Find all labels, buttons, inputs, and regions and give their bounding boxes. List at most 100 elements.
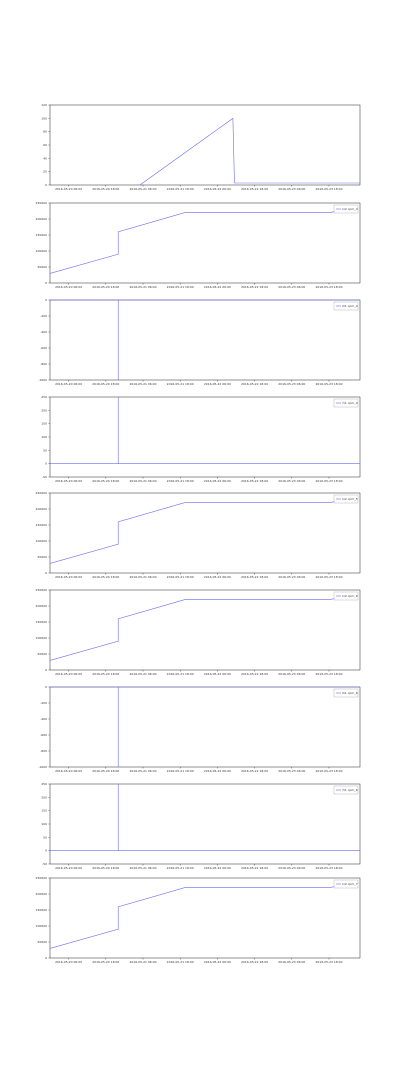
y-tick-label: 100000 [36, 636, 48, 640]
x-tick-label: 2016-05-20 18:00 [92, 575, 119, 579]
subplot: -1000 -800 -600 -400 -200 0 2016-05-20 06:00 20… [38, 685, 361, 773]
y-tick-label: 0 [45, 685, 47, 689]
x-tick-label: 2016-05-23 18:00 [315, 479, 342, 483]
y-tick-label: 0 [45, 668, 47, 672]
x-tick-label: 2016-05-21 06:00 [129, 960, 156, 964]
legend-box [333, 785, 359, 795]
x-tick-label: 2016-05-23 06:00 [278, 575, 305, 579]
y-tick-label: -800 [40, 749, 47, 753]
x-tick-label: 2016-05-20 18:00 [92, 769, 119, 773]
y-tick-label: 100000 [36, 539, 48, 543]
y-tick-label: 50 [43, 835, 47, 839]
x-tick-label: 2016-05-23 06:00 [278, 866, 305, 870]
line-series [50, 397, 360, 464]
x-tick-label: 2016-05-20 18:00 [92, 866, 119, 870]
plot-frame [49, 299, 361, 381]
legend: 1/2 cpm_6 [333, 591, 359, 601]
legend-label: 1/2 cpm_7 [342, 882, 358, 886]
x-tick-label: 2016-05-23 06:00 [278, 479, 305, 483]
x-tick-label: 2016-05-20 06:00 [55, 382, 82, 386]
x-tick-label: 2016-05-22 18:00 [241, 575, 268, 579]
x-tick-label: 2016-05-22 18:00 [241, 672, 268, 676]
y-tick-label: 40 [43, 156, 47, 160]
x-tick-label: 2016-05-23 18:00 [315, 285, 342, 289]
x-tick-label: 2016-05-21 06:00 [129, 285, 156, 289]
y-tick-label: 0 [45, 183, 47, 187]
legend-box [333, 591, 359, 601]
legend-label: 2/1 cpm_4 [342, 304, 358, 308]
y-tick-label: 50000 [37, 652, 47, 656]
line-series [139, 117, 360, 186]
subplot: 0 50000 100000 150000 200000 250000 2016-05-20… [36, 491, 361, 579]
legend-label: 7/1 cpm_6 [342, 788, 358, 792]
plot-frame [49, 589, 361, 671]
y-tick-label: 100 [41, 435, 47, 439]
x-tick-label: 2016-05-20 18:00 [92, 479, 119, 483]
y-tick-label: 50000 [37, 940, 47, 944]
legend-label: 1/2 cpm_6 [342, 594, 358, 598]
x-tick-label: 2016-05-20 18:00 [92, 382, 119, 386]
y-tick-label: 200 [41, 408, 47, 412]
x-tick-label: 2016-05-22 06:00 [204, 382, 231, 386]
x-tick-label: 2016-05-21 18:00 [167, 672, 194, 676]
x-tick-label: 2016-05-21 06:00 [129, 672, 156, 676]
x-tick-label: 2016-05-21 06:00 [129, 575, 156, 579]
y-tick-label: -800 [40, 362, 47, 366]
line-series [49, 206, 357, 274]
legend: 1/2 cpm_5 [333, 494, 359, 504]
subplot: 0 50000 100000 150000 200000 250000 2016-05-20… [36, 876, 361, 964]
y-tick-label: 200000 [36, 507, 48, 511]
x-tick-label: 2016-05-20 06:00 [55, 960, 82, 964]
y-tick-label: 200000 [36, 604, 48, 608]
x-tick-label: 2016-05-22 06:00 [204, 960, 231, 964]
x-tick-label: 2016-05-23 18:00 [315, 769, 342, 773]
line-series [50, 686, 360, 767]
x-tick-label: 2016-05-22 06:00 [204, 187, 231, 191]
legend-box [333, 301, 359, 311]
plot-frame [49, 396, 361, 478]
legend: 7/1 cpm_6 [333, 785, 359, 795]
y-tick-label: -600 [40, 733, 47, 737]
x-tick-label: 2016-05-21 18:00 [167, 960, 194, 964]
y-tick-label: -50 [42, 862, 47, 866]
plot-frame [49, 686, 361, 768]
x-tick-label: 2016-05-22 06:00 [204, 575, 231, 579]
y-tick-label: 120 [41, 103, 47, 107]
x-tick-label: 2016-05-23 06:00 [278, 285, 305, 289]
x-tick-label: 2016-05-20 06:00 [55, 187, 82, 191]
plot-frame [49, 104, 361, 186]
y-tick-label: 100000 [36, 924, 48, 928]
y-tick-label: 250 [41, 395, 47, 399]
x-tick-label: 2016-05-21 18:00 [167, 866, 194, 870]
legend: 1/2 cpm_4 [333, 204, 359, 214]
y-tick-label: 100000 [36, 249, 48, 253]
x-tick-label: 2016-05-20 06:00 [55, 672, 82, 676]
y-tick-label: 50000 [37, 265, 47, 269]
x-tick-label: 2016-05-20 18:00 [92, 960, 119, 964]
x-tick-label: 2016-05-21 18:00 [167, 285, 194, 289]
y-tick-label: -400 [40, 330, 47, 334]
y-tick-label: 150 [41, 809, 47, 813]
legend-label: 1/2 cpm_4 [342, 207, 358, 211]
x-tick-label: 2016-05-23 06:00 [278, 769, 305, 773]
legend-label: 2/1 cpm_6 [342, 691, 358, 695]
line-series [49, 496, 357, 564]
x-tick-label: 2016-05-22 06:00 [204, 285, 231, 289]
y-tick-label: 20 [43, 170, 47, 174]
x-tick-label: 2016-05-23 18:00 [315, 187, 342, 191]
line-series [49, 593, 357, 661]
x-tick-label: 2016-05-21 06:00 [129, 187, 156, 191]
y-tick-label: 150000 [36, 620, 48, 624]
y-tick-label: 100 [41, 116, 47, 120]
legend-label: 7/1 cpm_4 [342, 401, 358, 405]
x-tick-label: 2016-05-20 18:00 [92, 672, 119, 676]
x-tick-label: 2016-05-21 18:00 [167, 769, 194, 773]
y-tick-label: -200 [40, 314, 47, 318]
y-tick-label: 60 [43, 143, 47, 147]
x-tick-label: 2016-05-22 18:00 [241, 479, 268, 483]
x-tick-label: 2016-05-21 06:00 [129, 479, 156, 483]
y-tick-label: 0 [45, 849, 47, 853]
legend: 2/1 cpm_4 [333, 301, 359, 311]
x-tick-label: 2016-05-21 18:00 [167, 382, 194, 386]
